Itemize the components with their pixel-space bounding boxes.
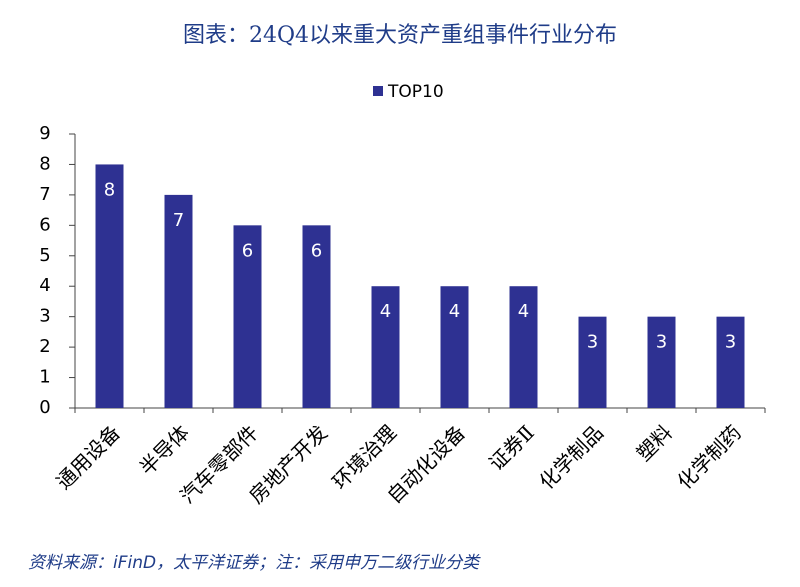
- legend-swatch: [373, 86, 383, 96]
- x-tick-label: 证券Ⅱ: [484, 420, 539, 475]
- source-note: 资料来源：iFinD，太平洋证券；注：采用申万二级行业分类: [28, 553, 481, 573]
- bar: [302, 225, 331, 408]
- y-tick-label: 3: [39, 306, 50, 327]
- x-tick-label: 半导体: [135, 420, 194, 479]
- value-label: 3: [656, 332, 667, 353]
- x-tick-label: 塑料: [632, 420, 677, 465]
- bar: [164, 194, 193, 408]
- y-tick-label: 4: [39, 275, 50, 296]
- y-tick-label: 0: [39, 397, 50, 418]
- legend-label: TOP10: [387, 82, 444, 102]
- value-label: 8: [104, 179, 115, 200]
- value-label: 6: [311, 240, 322, 261]
- y-tick-label: 7: [39, 184, 50, 205]
- bar: [578, 316, 607, 408]
- bar: [647, 316, 676, 408]
- x-tick-label: 通用设备: [51, 420, 125, 494]
- value-label: 7: [173, 210, 184, 231]
- y-tick-label: 6: [39, 214, 50, 235]
- bar: [95, 164, 124, 408]
- value-label: 4: [518, 301, 529, 322]
- bar: [440, 286, 469, 408]
- y-tick-label: 9: [39, 123, 50, 144]
- x-tick-label: 化学制品: [534, 420, 608, 494]
- value-label: 3: [725, 332, 736, 353]
- value-label: 4: [380, 301, 391, 322]
- chart-title: 图表：24Q4以来重大资产重组事件行业分布: [183, 23, 617, 48]
- bar: [233, 225, 262, 408]
- value-label: 4: [449, 301, 460, 322]
- bar: [371, 286, 400, 408]
- y-tick-label: 5: [39, 245, 50, 266]
- bar: [716, 316, 745, 408]
- bar: [509, 286, 538, 408]
- value-label: 6: [242, 240, 253, 261]
- x-tick-label: 化学制药: [672, 420, 746, 494]
- y-tick-label: 1: [39, 367, 50, 388]
- y-tick-label: 2: [39, 336, 50, 357]
- value-label: 3: [587, 332, 598, 353]
- y-tick-label: 8: [39, 153, 50, 174]
